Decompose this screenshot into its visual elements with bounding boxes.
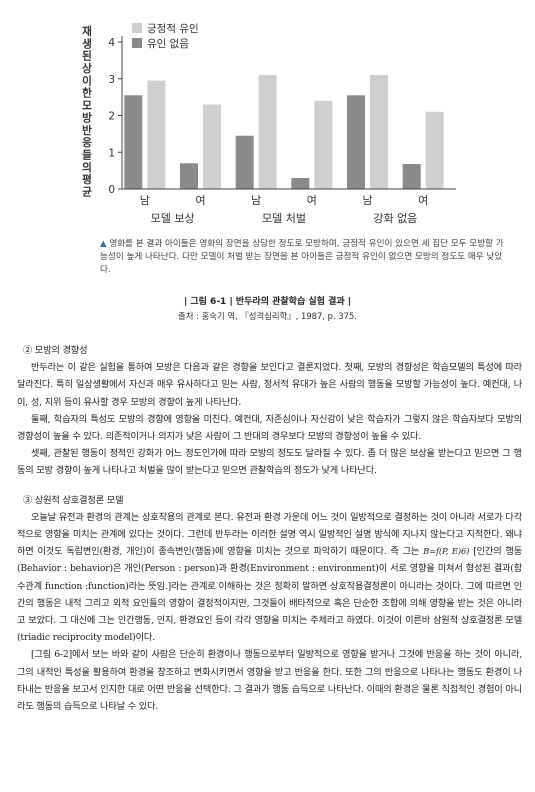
x-axis-labels: 남 여모델 보상남 여모델 처벌남 여강화 없음: [140, 194, 428, 225]
x-group-label: 모델 처벌: [262, 212, 306, 225]
bar-no-incentive: [235, 135, 254, 189]
bar-no-incentive: [291, 177, 310, 189]
bar-positive-incentive: [258, 75, 277, 189]
y-label-char: 응: [82, 137, 92, 149]
section-heading: ③ 상원적 상호결정론 모델: [23, 494, 124, 506]
bar-no-incentive: [402, 164, 421, 189]
y-label-char: 반: [82, 124, 92, 137]
x-group-label: 강화 없음: [373, 212, 417, 225]
bar-no-incentive: [347, 95, 365, 189]
triangle-icon: ▲: [100, 239, 107, 249]
paragraph-part: 오늘날 유전과 환경의 관계는 상호작용의 관계로 본다. 유전과 환경 가운데…: [17, 511, 522, 558]
paragraph: [그림 6-2]에서 보는 바와 같이 사람은 단순히 환경이나 행동으로부터 …: [17, 649, 522, 713]
x-category-label: 남: [362, 194, 372, 207]
body-text: ② 모방의 경향성 반두라는 이 같은 실험을 통하여 모방은 다음과 같은 경…: [17, 342, 522, 715]
bars: [124, 75, 444, 189]
y-label-char: 방: [82, 111, 92, 124]
x-category-label: 남: [251, 194, 261, 207]
paragraph-part: [인간의 행동(Behavior : behavior)은 개인(Person …: [17, 546, 522, 644]
tick-label: 0: [108, 184, 115, 196]
y-label-char: 된: [82, 51, 92, 63]
tick-label: 1: [108, 147, 115, 159]
paragraph: 셋째, 관찰된 행동이 정적인 강화가 어느 정도인가에 따라 모방의 정도도 …: [17, 448, 522, 477]
x-category-label: 남: [140, 194, 150, 207]
bar-positive-incentive: [147, 80, 166, 189]
section-heading: ② 모방의 경향성: [23, 345, 88, 356]
x-category-label: 여: [195, 194, 205, 207]
figure-note-text: 영화를 본 결과 아이들은 영화의 장면을 상당한 정도로 모방하며, 긍정적 …: [100, 239, 504, 275]
paragraph: 반두라는 이 같은 실험을 통하여 모방은 다음과 같은 경향을 보인다고 결론…: [17, 362, 522, 408]
figure-source: 출처 : 홍숙기 역, 『성격심리학』, 1987, p. 375.: [178, 311, 357, 321]
y-label-char: 이: [82, 74, 92, 87]
y-label-char: 재: [82, 25, 92, 38]
bar-positive-incentive: [425, 111, 444, 189]
y-label-char: 들: [82, 149, 92, 161]
bar-positive-incentive: [370, 75, 388, 189]
legend-label: 긍정적 유인: [147, 23, 199, 35]
tick-label: 3: [108, 74, 115, 86]
x-category-label: 여: [418, 194, 428, 207]
y-label-char: 모: [82, 100, 92, 112]
y-axis-ticks: 0 1 2 3 4: [108, 37, 122, 196]
figure-title: | 그림 6-1 | 반두라의 관찰학습 실험 결과 |: [183, 297, 352, 307]
paragraph: 오늘날 유전과 환경의 관계는 상호작용의 관계로 본다. 유전과 환경 가운데…: [17, 509, 522, 647]
y-label-char: 평: [82, 173, 92, 186]
y-label-char: 의: [82, 161, 92, 174]
paragraph: 둘째, 학습자의 특성도 모방의 경향에 영향을 미친다. 예컨대, 자존심이나…: [17, 413, 522, 443]
tick-label: 2: [108, 111, 115, 123]
bar-positive-incentive: [314, 100, 333, 189]
bar-no-incentive: [180, 163, 198, 189]
axes: [121, 36, 456, 190]
x-category-label: 여: [307, 194, 317, 207]
y-label-char: 상: [82, 62, 92, 75]
figure-note: ▲ 영화를 본 결과 아이들은 영화의 장면을 상당한 정도로 모방하며, 긍정…: [100, 238, 505, 277]
legend-label: 유인 없음: [147, 37, 189, 50]
y-label-char: 균: [82, 187, 92, 199]
y-label-char: 한: [82, 87, 92, 100]
y-label-char: 생: [82, 37, 92, 50]
bar-positive-incentive: [203, 104, 221, 189]
legend-swatch: [132, 38, 142, 48]
legend-swatch: [132, 23, 142, 33]
bar-no-incentive: [124, 95, 143, 189]
formula: B=f(P, E)6): [423, 546, 470, 557]
x-group-label: 모델 보상: [151, 212, 195, 225]
tick-label: 4: [108, 37, 115, 49]
